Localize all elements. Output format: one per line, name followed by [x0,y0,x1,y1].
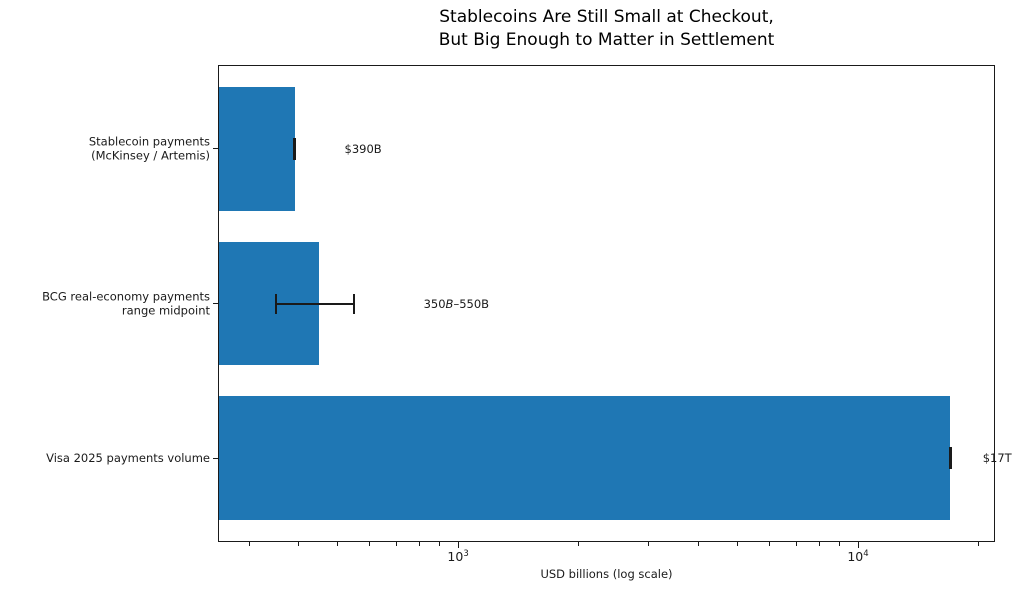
x-tick-label-base: 10 [847,549,864,565]
x-minor-tick-mark [698,542,700,546]
bar-value-annotation: $17T [983,451,1012,465]
y-tick-label: Stablecoin payments (McKinsey / Artemis) [0,134,210,163]
bar-value-annotation: $390B [345,142,382,156]
y-tick-label-line: BCG real-economy payments [42,289,210,303]
x-tick-label-base: 10 [447,549,464,565]
x-minor-tick-mark [368,542,370,546]
chart-title-line1: Stablecoins Are Still Small at Checkout, [439,7,774,27]
x-minor-tick-mark [248,542,250,546]
x-axis-label: USD billions (log scale) [540,567,673,581]
x-minor-tick-mark [818,542,820,546]
error-bar-cap [948,447,952,470]
x-minor-tick-mark [977,542,979,546]
x-minor-tick-mark [768,542,770,546]
annotation-text: –550B [453,296,490,311]
bar [219,86,295,211]
error-bar-cap [274,293,277,314]
error-bar-line [275,302,355,305]
x-minor-tick-mark [337,542,339,546]
annotation-text: $17T [982,451,1012,466]
x-minor-tick-mark [648,542,650,546]
x-minor-tick-mark [839,542,841,546]
x-tick-label: 103 [433,549,483,564]
annotation-text: B [445,296,454,311]
x-minor-tick-mark [395,542,397,546]
x-minor-tick-mark [795,542,797,546]
y-tick-label-line: (McKinsey / Artemis) [91,148,210,163]
x-tick-label-exponent: 4 [863,549,869,559]
x-minor-tick-mark [439,542,441,546]
y-tick-mark [213,457,218,459]
bar [219,396,951,521]
x-minor-tick-mark [298,542,300,546]
y-tick-label-line: range midpoint [121,303,210,318]
x-major-tick-mark [857,542,859,548]
x-minor-tick-mark [737,542,739,546]
x-major-tick-mark [457,542,459,548]
annotation-text: $390B [344,141,382,156]
y-tick-label-line: Visa 2025 payments volume [46,451,210,466]
y-tick-label: BCG real-economy payments range midpoint [0,289,210,318]
annotation-text: 350 [423,296,446,311]
x-minor-tick-mark [418,542,420,546]
y-tick-label: Visa 2025 payments volume [0,451,210,466]
y-tick-mark [213,303,218,304]
error-bar-cap [353,293,356,314]
error-bar-cap [293,137,296,160]
x-minor-tick-mark [578,542,579,546]
bar-value-annotation: 350B–550B [424,297,489,311]
chart-title: Stablecoins Are Still Small at Checkout,… [218,6,995,52]
chart-title-line2: But Big Enough to Matter in Settlement [438,30,775,50]
x-tick-label-exponent: 3 [463,549,469,559]
y-tick-label-line: Stablecoin payments [88,134,210,149]
x-tick-label: 104 [833,549,883,564]
y-tick-mark [213,148,218,150]
